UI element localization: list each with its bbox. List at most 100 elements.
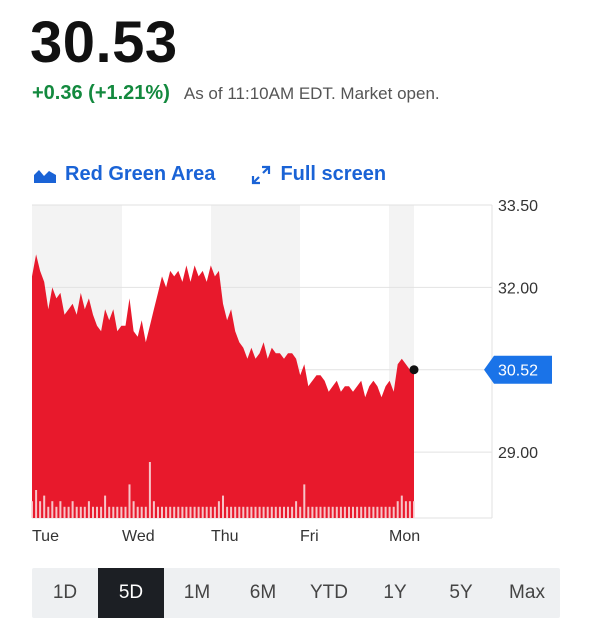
range-5d-button[interactable]: 5D	[98, 568, 164, 618]
range-5y-button[interactable]: 5Y	[449, 582, 473, 603]
volume-bar	[128, 484, 131, 518]
volume-bar	[116, 506, 119, 518]
x-tick-label: Mon	[389, 528, 420, 545]
volume-bar	[161, 506, 163, 518]
volume-bar	[79, 506, 82, 518]
y-tick-label: 33.50	[498, 198, 538, 215]
volume-bar	[157, 506, 159, 518]
volume-bar	[258, 506, 261, 518]
range-ytd-button[interactable]: YTD	[310, 582, 348, 603]
volume-bar	[197, 506, 200, 518]
volume-bar	[307, 506, 310, 518]
volume-bar	[266, 506, 269, 518]
chart-controls: Red Green Area Full screen	[34, 163, 386, 186]
volume-bar	[234, 506, 237, 518]
volume-bar	[270, 506, 273, 518]
x-tick-label: Fri	[300, 528, 319, 545]
volume-bar	[339, 506, 342, 518]
volume-bar	[209, 506, 212, 518]
volume-bar	[368, 506, 371, 518]
volume-bar	[104, 495, 107, 518]
range-1y-button[interactable]: 1Y	[383, 582, 407, 603]
chart-type-button[interactable]: Red Green Area	[34, 163, 215, 186]
volume-bar	[177, 506, 180, 518]
volume-bar	[254, 506, 257, 518]
current-price-label: 30.52	[498, 363, 538, 380]
volume-bar	[295, 501, 298, 518]
volume-bar	[348, 506, 350, 518]
volume-bar	[124, 506, 127, 518]
volume-bar	[35, 490, 38, 518]
price-change: +0.36 (+1.21%)	[32, 82, 170, 104]
current-price-badge	[484, 355, 552, 384]
volume-bar	[83, 506, 86, 518]
volume-bar	[100, 506, 103, 518]
fullscreen-button[interactable]: Full screen	[251, 163, 386, 186]
x-tick-label: Wed	[122, 528, 155, 545]
area-chart-icon	[34, 167, 56, 183]
volume-bar	[201, 506, 204, 518]
volume-bar	[364, 506, 367, 518]
volume-bar	[173, 506, 176, 518]
volume-bar	[185, 506, 188, 518]
volume-bar	[217, 501, 220, 518]
price-value: 30.53	[30, 10, 178, 75]
volume-bar	[413, 501, 415, 518]
range-1d-button[interactable]: 1D	[52, 582, 78, 603]
volume-bar	[39, 501, 42, 518]
y-tick-label: 29.00	[498, 445, 538, 462]
volume-bar	[352, 506, 354, 518]
volume-bar	[360, 506, 363, 518]
volume-bar	[226, 506, 229, 518]
volume-bar	[63, 506, 66, 518]
volume-bar	[148, 462, 151, 518]
volume-bar	[299, 506, 302, 518]
volume-bar	[87, 501, 90, 518]
volume-bar	[59, 501, 62, 518]
volume-bar	[388, 506, 391, 518]
volume-bar	[250, 506, 253, 518]
volume-bar	[108, 506, 111, 518]
current-price-dot	[409, 365, 419, 375]
volume-bar	[315, 506, 318, 518]
chart-type-label: Red Green Area	[65, 163, 216, 185]
volume-bar	[136, 506, 139, 518]
range-6m-button[interactable]: 6M	[249, 582, 277, 603]
volume-bar	[283, 506, 285, 518]
volume-bar	[392, 506, 395, 518]
range-selector: 1D 5D 1M 6M YTD 1Y 5Y Max	[32, 568, 560, 618]
volume-bar	[319, 506, 322, 518]
volume-bar	[71, 501, 74, 518]
price-chart[interactable]: 33.50 32.00 29.00 Tue Wed Thu Fri Mon 30.52	[31, 198, 562, 555]
volume-bar	[291, 506, 294, 518]
volume-bar	[376, 506, 379, 518]
x-tick-label: Thu	[211, 528, 239, 545]
volume-bar	[165, 506, 168, 518]
volume-bar	[169, 506, 172, 518]
volume-bar	[323, 506, 326, 518]
volume-bar	[96, 506, 98, 518]
volume-bar	[331, 506, 334, 518]
volume-bar	[335, 506, 338, 518]
volume-bar	[380, 506, 383, 518]
volume-bar	[43, 495, 46, 518]
range-1m-button[interactable]: 1M	[183, 582, 211, 603]
volume-bar	[311, 506, 314, 518]
volume-bar	[189, 506, 192, 518]
volume-bar	[404, 501, 407, 518]
volume-bar	[31, 501, 33, 518]
volume-bar	[396, 501, 399, 518]
volume-bar	[152, 501, 155, 518]
range-max-button[interactable]: Max	[509, 582, 545, 603]
volume-bar	[67, 506, 70, 518]
volume-bar	[356, 506, 359, 518]
volume-bar	[222, 495, 224, 518]
volume-bar	[140, 506, 143, 518]
volume-bar	[303, 484, 306, 518]
volume-bar	[92, 506, 94, 518]
volume-bar	[238, 506, 241, 518]
volume-bar	[112, 506, 115, 518]
fullscreen-label: Full screen	[280, 163, 387, 185]
x-tick-label: Tue	[32, 528, 59, 545]
volume-bar	[384, 506, 387, 518]
